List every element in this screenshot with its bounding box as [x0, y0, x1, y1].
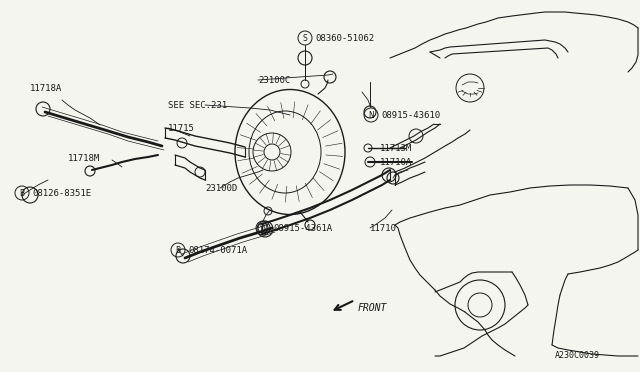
- Text: 11718M: 11718M: [68, 154, 100, 163]
- Text: 08126-8351E: 08126-8351E: [32, 189, 91, 198]
- Text: 08915-4361A: 08915-4361A: [273, 224, 332, 232]
- Text: 11713M: 11713M: [380, 144, 412, 153]
- Text: A230C0039: A230C0039: [555, 350, 600, 359]
- Text: 23100D: 23100D: [205, 183, 237, 192]
- Text: 08174-0071A: 08174-0071A: [188, 246, 247, 254]
- Text: 11710A: 11710A: [380, 157, 412, 167]
- Text: S: S: [303, 33, 307, 42]
- Text: 11715: 11715: [168, 124, 195, 132]
- Text: B: B: [19, 189, 24, 198]
- Text: SEE SEC.231: SEE SEC.231: [168, 100, 227, 109]
- Text: 11710: 11710: [370, 224, 397, 232]
- Text: W: W: [259, 224, 267, 232]
- Text: N: N: [368, 110, 374, 119]
- Text: FRONT: FRONT: [358, 303, 387, 313]
- Text: 23100C: 23100C: [258, 76, 291, 84]
- Text: 08915-43610: 08915-43610: [381, 110, 440, 119]
- Text: B: B: [175, 246, 180, 254]
- Text: 11718A: 11718A: [30, 83, 62, 93]
- Text: 08360-51062: 08360-51062: [315, 33, 374, 42]
